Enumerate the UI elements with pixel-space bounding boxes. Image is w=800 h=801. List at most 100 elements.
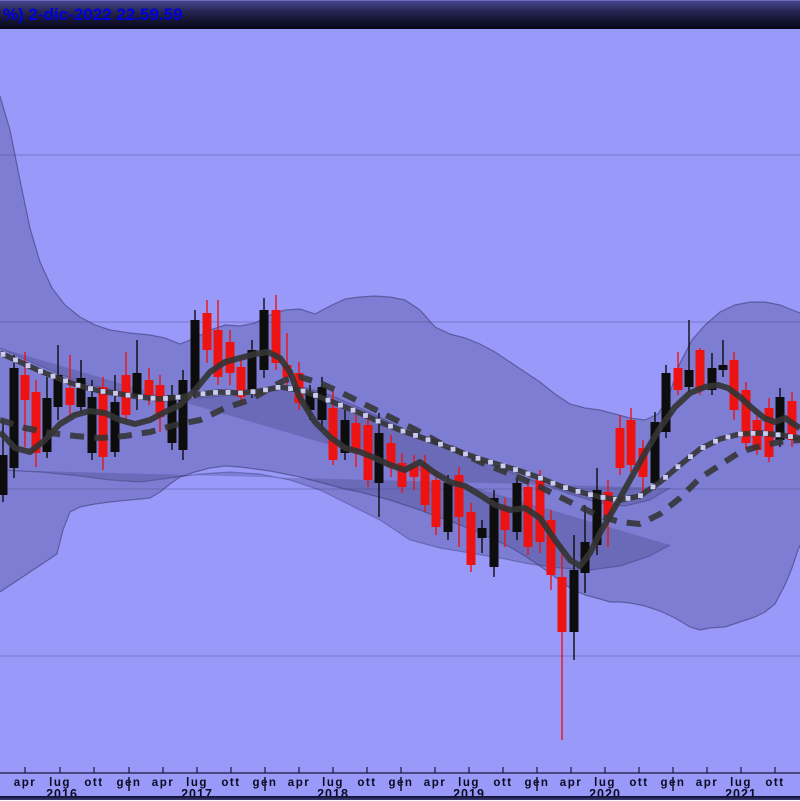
candle[interactable]: [523, 480, 533, 555]
line-marker-square: [413, 433, 418, 438]
line-marker-square: [500, 463, 506, 469]
candle[interactable]: [557, 545, 567, 740]
candle[interactable]: [225, 330, 235, 385]
x-axis-month-label: lug: [49, 777, 71, 789]
candle[interactable]: [466, 503, 476, 572]
candle[interactable]: [650, 412, 660, 490]
candle[interactable]: [247, 340, 257, 398]
line-marker-square: [225, 390, 231, 395]
x-axis-year-label: 2019: [453, 787, 485, 796]
line-marker-square: [288, 386, 293, 391]
x-axis-month-label: lug: [458, 777, 480, 789]
line-marker-square: [700, 445, 706, 450]
candle[interactable]: [340, 410, 350, 460]
line-marker-square: [675, 464, 681, 470]
candle[interactable]: [31, 380, 41, 467]
candle[interactable]: [477, 520, 487, 553]
line-marker-square: [200, 391, 206, 397]
line-marker-square: [125, 392, 131, 398]
candle[interactable]: [178, 370, 188, 460]
candle[interactable]: [615, 415, 625, 475]
candle[interactable]: [535, 470, 545, 553]
x-axis-year-label: 2018: [317, 787, 349, 796]
candle[interactable]: [190, 310, 200, 398]
line-marker-square: [300, 388, 306, 394]
x-axis-month-label: ott: [84, 777, 103, 789]
x-axis-year-label: 2017: [181, 787, 213, 796]
line-marker-square: [250, 389, 256, 395]
candle[interactable]: [546, 510, 556, 590]
candle[interactable]: [431, 470, 441, 535]
candle[interactable]: [684, 320, 694, 392]
line-marker-square: [113, 390, 118, 396]
candle[interactable]: [409, 455, 419, 490]
candle[interactable]: [673, 352, 683, 395]
candle[interactable]: [9, 355, 19, 478]
line-marker-square: [625, 496, 631, 501]
x-axis: aprlugottgenaprlugottgenaprlugottgenaprl…: [0, 767, 800, 801]
line-marker-square: [713, 438, 718, 444]
line-marker-square: [400, 428, 406, 434]
x-axis-month-label: lug: [186, 777, 208, 789]
candle[interactable]: [386, 435, 396, 477]
x-axis-year-label: 2021: [725, 787, 757, 796]
line-marker-square: [0, 351, 6, 357]
line-marker-square: [175, 394, 181, 400]
line-marker-square: [363, 413, 368, 418]
title-bar[interactable]: %) 2-dic-2022 22.59.59: [0, 0, 800, 29]
candle[interactable]: [87, 380, 97, 460]
line-marker-square: [638, 493, 643, 499]
line-marker-square: [213, 390, 218, 395]
solid-ma-line: [0, 349, 800, 569]
candle[interactable]: [236, 355, 246, 405]
x-axis-month-label: lug: [730, 777, 752, 789]
line-marker-square: [38, 368, 43, 374]
line-marker-square: [75, 382, 81, 388]
line-marker-square: [100, 389, 106, 394]
x-axis-month-label: apr: [152, 777, 174, 789]
line-marker-square: [550, 480, 556, 486]
line-marker-square: [350, 407, 356, 413]
x-axis-month-label: ott: [221, 777, 240, 789]
chart-area[interactable]: aprlugottgenaprlugottgenaprlugottgenaprl…: [0, 29, 800, 801]
candle[interactable]: [626, 408, 636, 472]
candle[interactable]: [65, 355, 75, 417]
line-marker-square: [338, 402, 343, 408]
x-axis-month-label: apr: [424, 777, 446, 789]
x-axis-month-label: apr: [288, 777, 310, 789]
line-marker-square: [613, 496, 618, 502]
candle[interactable]: [569, 535, 579, 660]
line-marker-square: [738, 431, 743, 437]
candle[interactable]: [202, 300, 212, 363]
candle[interactable]: [213, 300, 223, 385]
x-axis-month-label: apr: [14, 777, 36, 789]
candle[interactable]: [20, 352, 30, 447]
candle[interactable]: [443, 475, 453, 540]
candle[interactable]: [718, 340, 728, 377]
line-marker-square: [663, 474, 668, 480]
price-chart-svg[interactable]: aprlugottgenaprlugottgenaprlugottgenaprl…: [0, 29, 800, 801]
candle[interactable]: [53, 345, 63, 420]
candle[interactable]: [351, 415, 361, 467]
line-marker-square: [563, 485, 568, 491]
line-marker-square: [375, 418, 381, 424]
line-marker-square: [588, 492, 593, 498]
line-marker-square: [525, 471, 531, 477]
dashed-ma-line: [0, 374, 800, 527]
candle[interactable]: [661, 365, 671, 438]
x-axis-month-label: ott: [357, 777, 376, 789]
candle[interactable]: [42, 377, 52, 458]
candle[interactable]: [729, 352, 739, 420]
line-marker-square: [775, 432, 781, 438]
candle[interactable]: [741, 382, 751, 450]
candle[interactable]: [259, 298, 269, 378]
line-marker-square: [450, 446, 456, 452]
line-marker-square: [688, 454, 693, 459]
candle[interactable]: [397, 453, 407, 493]
x-axis-month-label: ott: [765, 777, 784, 789]
line-marker-square: [538, 475, 543, 481]
line-marker-square: [25, 363, 31, 368]
candles-layer: [0, 295, 797, 740]
candle[interactable]: [454, 467, 464, 547]
x-axis-year-label: 2016: [46, 787, 78, 796]
